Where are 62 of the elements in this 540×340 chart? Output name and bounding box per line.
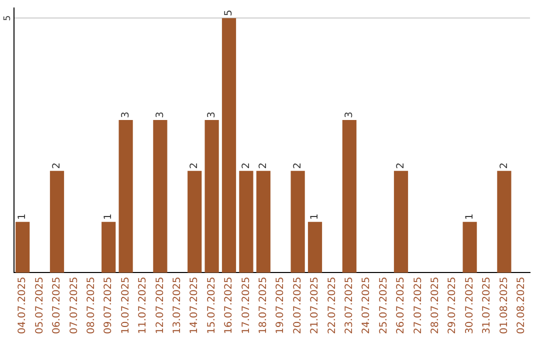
data-label: 2 [240,162,252,169]
x-tick-label: 11.07.2025 [138,276,149,334]
bar [50,170,64,273]
data-label: 2 [396,162,407,169]
x-tick-label: 19.07.2025 [275,276,286,334]
bar [290,170,305,273]
x-tick-label: 24.07.2025 [361,276,372,334]
data-label: 1 [17,213,28,220]
x-tick-label: 14.07.2025 [189,276,200,334]
x-tick-label: 07.07.2025 [68,276,80,334]
data-label: 1 [464,213,476,220]
x-tick-label: 17.07.2025 [240,276,252,334]
x-tick-label: 21.07.2025 [310,276,321,334]
bar [462,222,477,273]
bar [308,222,322,273]
x-tick-label: 27.07.2025 [412,276,424,334]
x-tick-label: 08.07.2025 [86,276,97,334]
data-label: 2 [258,162,269,169]
data-label: 2 [498,162,510,169]
x-tick-label: 29.07.2025 [447,276,458,334]
x-tick-label: 09.07.2025 [103,276,114,334]
x-tick-label: 02.08.2025 [516,276,527,334]
data-label: 2 [292,162,304,169]
x-tick-label: 23.07.2025 [344,276,355,334]
x-tick-label: 16.07.2025 [224,276,235,334]
bar [222,18,236,273]
data-label: 2 [52,162,63,169]
bar [342,120,356,273]
data-label: 5 [224,10,235,16]
bar [394,170,408,273]
data-label: 2 [189,162,200,169]
bar [256,170,270,273]
bar [102,222,116,273]
x-tick-label: 30.07.2025 [464,276,476,334]
data-label: 3 [120,112,132,118]
data-label: 3 [206,112,218,118]
x-tick-label: 06.07.2025 [52,276,63,334]
x-tick-label: 28.07.2025 [430,276,441,334]
x-tick-label: 01.08.2025 [498,276,510,334]
bar [16,222,30,273]
bar [118,120,133,273]
bar [239,170,254,273]
data-label: 3 [154,112,166,118]
x-tick-label: 10.07.2025 [120,276,132,334]
bar [204,120,219,273]
x-tick-label: 05.07.2025 [34,276,46,334]
x-tick-label: 13.07.2025 [172,276,183,334]
data-label: 1 [310,213,321,220]
x-tick-label: 20.07.2025 [292,276,304,334]
x-tick-label: 15.07.2025 [206,276,218,334]
data-label: 3 [344,112,355,118]
x-tick-label: 18.07.2025 [258,276,269,334]
x-tick-label: 25.07.2025 [378,276,390,334]
x-tick-label: 31.07.2025 [482,276,493,334]
x-tick-label: 22.07.2025 [326,276,338,334]
bar [497,170,512,273]
data-label: 1 [103,213,114,220]
x-tick-label: 26.07.2025 [396,276,407,334]
x-tick-label: 04.07.2025 [17,276,28,334]
bar [188,170,202,273]
bar [153,120,168,273]
x-tick-label: 12.07.2025 [154,276,166,334]
